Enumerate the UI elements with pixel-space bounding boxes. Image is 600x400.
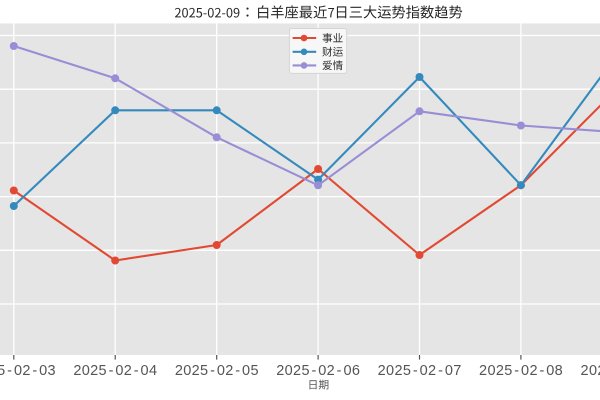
svg-text:2025-02-06: 2025-02-06 [276,363,360,379]
svg-text:2025-02-09: 2025-02-09 [581,363,600,379]
svg-text:2025-02-08: 2025-02-08 [479,363,563,379]
svg-text:2025-02-04: 2025-02-04 [73,363,157,379]
svg-text:2025-02-07: 2025-02-07 [378,363,462,379]
svg-text:2025-02-05: 2025-02-05 [175,363,259,379]
svg-text:2025-02-03: 2025-02-03 [0,363,56,379]
